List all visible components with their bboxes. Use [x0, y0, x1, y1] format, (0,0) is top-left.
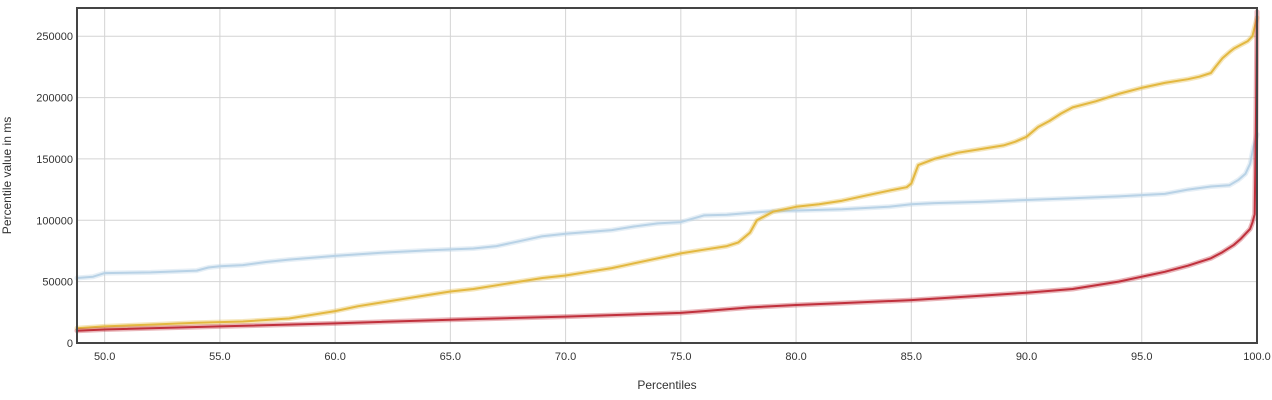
x-tick-label: 65.0	[440, 351, 461, 363]
y-tick-label: 50000	[42, 277, 73, 289]
y-tick-label: 150000	[36, 154, 73, 166]
x-axis-ticks: 50.0 55.0 60.0 65.0 70.0 75.0 80.0 85.0 90.0 95.0…	[94, 351, 1271, 363]
x-tick-label: 100.0	[1243, 351, 1271, 363]
x-tick-label: 90.0	[1016, 351, 1037, 363]
plot-border	[76, 7, 1258, 344]
y-tick-label: 100000	[36, 215, 73, 227]
x-tick-label: 60.0	[324, 351, 345, 363]
y-axis-title: Percentile value in ms	[0, 117, 14, 234]
y-tick-label: 200000	[36, 93, 73, 105]
x-tick-label: 95.0	[1131, 351, 1152, 363]
x-tick-label: 80.0	[785, 351, 806, 363]
series-line-1	[76, 133, 1258, 279]
y-tick-label: 250000	[36, 31, 73, 43]
x-tick-label: 55.0	[209, 351, 230, 363]
x-axis-title: Percentiles	[637, 378, 696, 392]
series-line-3	[76, 10, 1258, 332]
series-group	[74, 9, 1260, 334]
x-tick-label: 85.0	[901, 351, 922, 363]
series-line-2	[76, 16, 1258, 330]
x-tick-label: 70.0	[555, 351, 576, 363]
x-tick-label: 50.0	[94, 351, 115, 363]
y-axis-ticks: 0 50000 100000 150000 200000 250000	[36, 31, 73, 350]
x-tick-label: 75.0	[670, 351, 691, 363]
y-tick-label: 0	[67, 338, 73, 350]
